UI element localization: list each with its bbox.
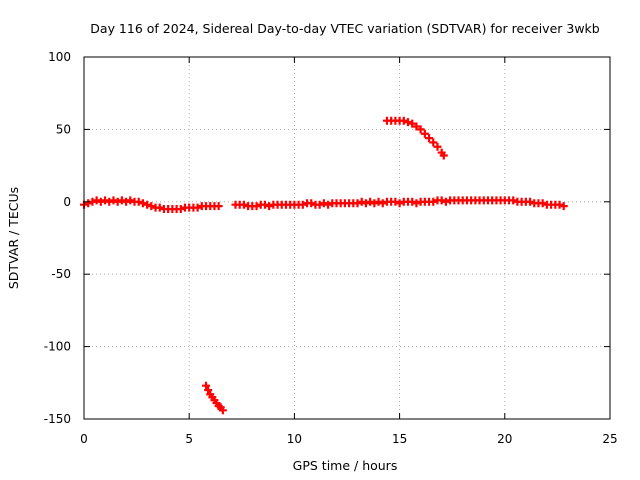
gridlines	[84, 57, 610, 419]
data-point	[252, 202, 261, 211]
data-point	[429, 138, 438, 147]
data-point	[265, 202, 274, 211]
axis-ticks	[83, 56, 611, 420]
data-point	[361, 199, 370, 208]
x-tick-label: 20	[497, 432, 512, 446]
data-point	[92, 196, 101, 205]
data-points	[80, 116, 568, 415]
data-point	[437, 196, 446, 205]
y-tick-labels: -150 -100 -50 0 50 100	[44, 50, 71, 426]
data-point	[399, 116, 408, 125]
data-point	[555, 200, 564, 209]
data-point	[126, 196, 135, 205]
data-point	[416, 125, 425, 134]
data-point	[370, 199, 379, 208]
data-point	[408, 197, 417, 206]
y-tick-label: -50	[51, 267, 71, 281]
data-point	[439, 151, 448, 160]
data-point	[538, 199, 547, 208]
y-tick-label: 0	[63, 195, 71, 209]
data-point	[122, 197, 131, 206]
data-point	[204, 386, 213, 395]
data-point	[260, 200, 269, 209]
series-main-track	[80, 196, 568, 214]
data-point	[559, 202, 568, 211]
x-axis-title: GPS time / hours	[293, 458, 398, 473]
data-point	[218, 406, 227, 415]
y-tick-label: -150	[44, 412, 71, 426]
data-point	[307, 199, 316, 208]
x-tick-label: 5	[185, 432, 193, 446]
data-point	[101, 196, 110, 205]
x-tick-label: 15	[392, 432, 407, 446]
x-tick-label: 10	[287, 432, 302, 446]
data-point	[214, 202, 223, 211]
data-point	[391, 197, 400, 206]
series-lower-streak	[202, 381, 227, 415]
series-upper-arc	[382, 116, 448, 160]
x-tick-label: 25	[602, 432, 617, 446]
data-point	[134, 197, 143, 206]
data-point	[155, 203, 164, 212]
data-point	[378, 199, 387, 208]
data-point	[429, 197, 438, 206]
data-point	[526, 197, 535, 206]
data-point	[353, 199, 362, 208]
y-tick-label: 100	[48, 50, 71, 64]
chart-title: Day 116 of 2024, Sidereal Day-to-day VTE…	[90, 21, 600, 36]
data-point	[395, 199, 404, 208]
data-point	[315, 200, 324, 209]
data-point	[420, 129, 429, 138]
data-point	[298, 200, 307, 209]
data-point	[441, 197, 450, 206]
data-point	[425, 134, 434, 143]
data-point	[138, 199, 147, 208]
data-point	[202, 381, 211, 390]
data-point	[404, 118, 413, 127]
data-point	[117, 196, 126, 205]
data-point	[357, 197, 366, 206]
data-point	[113, 197, 122, 206]
data-point	[374, 197, 383, 206]
data-point	[84, 199, 93, 208]
data-point	[193, 203, 202, 212]
data-point	[109, 196, 118, 205]
data-point	[412, 122, 421, 131]
data-point	[412, 199, 421, 208]
data-point	[433, 142, 442, 151]
data-point	[324, 200, 333, 209]
y-tick-label: -100	[44, 340, 71, 354]
y-axis-title: SDTVAR / TECUs	[6, 187, 21, 289]
data-point	[176, 205, 185, 214]
data-point	[319, 199, 328, 208]
data-point	[105, 197, 114, 206]
x-tick-labels: 0 5 10 15 20 25	[80, 432, 617, 446]
y-tick-label: 50	[56, 122, 71, 136]
data-point	[509, 196, 518, 205]
data-point	[239, 200, 248, 209]
data-point	[408, 119, 417, 128]
data-point	[96, 197, 105, 206]
plot-border	[83, 56, 611, 420]
data-point	[143, 200, 152, 209]
data-point	[147, 202, 156, 211]
data-point	[366, 197, 375, 206]
x-tick-label: 0	[80, 432, 88, 446]
